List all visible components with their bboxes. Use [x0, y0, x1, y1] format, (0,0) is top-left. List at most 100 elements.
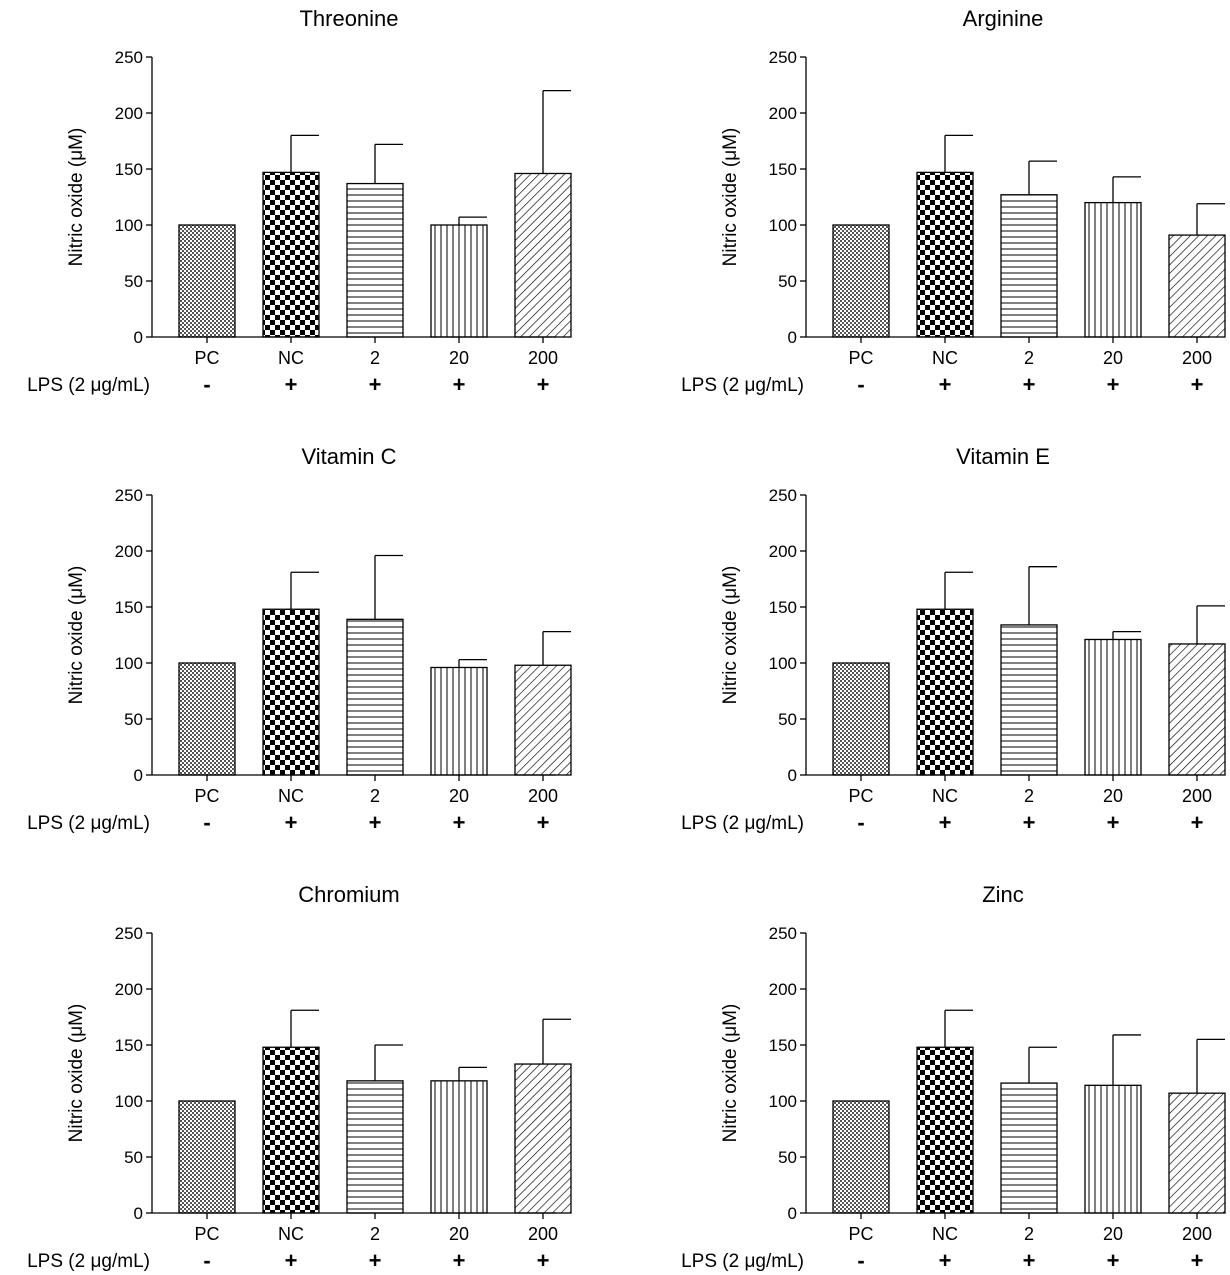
- y-tick-label: 250: [115, 48, 143, 67]
- y-tick-label: 250: [769, 486, 797, 505]
- y-tick-label: 200: [769, 542, 797, 561]
- chart-panels: Threonine050100150200250PC-NC+2+20+200+L…: [27, 6, 1226, 1273]
- bar-pc: [178, 1100, 236, 1214]
- bar-20: [1084, 201, 1142, 338]
- x-tick-label: PC: [194, 348, 219, 368]
- y-tick-label: 200: [769, 104, 797, 123]
- x-tick-label: 200: [528, 1224, 558, 1244]
- lps-label: LPS (2 μg/mL): [681, 375, 804, 396]
- lps-sign: +: [453, 1248, 466, 1273]
- y-tick-label: 150: [769, 1036, 797, 1055]
- y-tick-label: 200: [115, 104, 143, 123]
- lps-label: LPS (2 μg/mL): [27, 1251, 150, 1272]
- bar-2: [1000, 624, 1058, 776]
- bar-200: [1168, 1092, 1226, 1214]
- lps-sign: +: [453, 810, 466, 835]
- y-tick-label: 0: [788, 1204, 797, 1223]
- x-tick-label: 2: [370, 348, 380, 368]
- y-tick-label: 0: [788, 766, 797, 785]
- lps-sign: +: [537, 372, 550, 397]
- y-tick-label: 100: [769, 1092, 797, 1111]
- chart-title: Vitamin E: [956, 444, 1050, 469]
- y-tick-label: 250: [769, 48, 797, 67]
- y-tick-label: 0: [134, 1204, 143, 1223]
- y-tick-label: 150: [115, 160, 143, 179]
- y-tick-label: 100: [115, 216, 143, 235]
- lps-sign: +: [285, 810, 298, 835]
- bar-2: [346, 618, 404, 776]
- x-tick-label: 200: [528, 348, 558, 368]
- chart-title: Arginine: [963, 6, 1044, 31]
- y-tick-label: 150: [769, 598, 797, 617]
- x-tick-label: 200: [528, 786, 558, 806]
- bar-pc: [178, 224, 236, 338]
- y-axis-label: Nitric oxide (μM): [66, 1004, 87, 1143]
- x-tick-label: 20: [1103, 786, 1123, 806]
- x-tick-label: PC: [848, 1224, 873, 1244]
- bar-200: [514, 664, 572, 776]
- y-tick-label: 100: [115, 654, 143, 673]
- y-tick-label: 50: [124, 1148, 143, 1167]
- bar-20: [430, 224, 488, 338]
- lps-label: LPS (2 μg/mL): [27, 375, 150, 396]
- x-tick-label: NC: [278, 1224, 304, 1244]
- y-tick-label: 250: [769, 924, 797, 943]
- lps-sign: +: [1191, 1248, 1204, 1273]
- lps-sign: -: [203, 372, 210, 397]
- lps-sign: +: [537, 810, 550, 835]
- bar-nc: [916, 608, 974, 776]
- x-tick-label: 200: [1182, 1224, 1212, 1244]
- y-axis-label: Nitric oxide (μM): [66, 128, 87, 267]
- bar-200: [514, 1063, 572, 1214]
- y-tick-label: 50: [124, 710, 143, 729]
- chart-chromium: Chromium 0 50 100 150 200 250 PC - NC +2 +20 +200 + LP…: [27, 882, 572, 1273]
- y-tick-label: 0: [134, 766, 143, 785]
- bar-200: [514, 172, 572, 338]
- x-tick-label: 2: [1024, 1224, 1034, 1244]
- lps-sign: -: [857, 810, 864, 835]
- y-tick-label: 200: [115, 980, 143, 999]
- bar-200: [1168, 234, 1226, 338]
- y-tick-label: 0: [134, 328, 143, 347]
- y-tick-label: 150: [115, 1036, 143, 1055]
- lps-sign: -: [203, 1248, 210, 1273]
- y-tick-label: 50: [778, 1148, 797, 1167]
- bar-nc: [916, 171, 974, 338]
- lps-sign: -: [857, 1248, 864, 1273]
- lps-sign: +: [1107, 1248, 1120, 1273]
- bar-pc: [178, 662, 236, 776]
- chart-title: Chromium: [298, 882, 399, 907]
- x-tick-label: NC: [278, 786, 304, 806]
- bar-nc: [262, 1046, 320, 1214]
- x-tick-label: PC: [194, 1224, 219, 1244]
- x-tick-label: 20: [449, 348, 469, 368]
- y-tick-label: 50: [778, 710, 797, 729]
- chart-threonine: Threonine 0 50 100 150 200 250 PC - NC +2 +20 +200 + L…: [27, 6, 572, 397]
- x-tick-label: PC: [848, 786, 873, 806]
- lps-sign: +: [369, 1248, 382, 1273]
- lps-sign: +: [1023, 372, 1036, 397]
- y-tick-label: 50: [778, 272, 797, 291]
- y-axis-label: Nitric oxide (μM): [720, 128, 741, 267]
- bar-2: [346, 1080, 404, 1214]
- lps-sign: +: [1107, 372, 1120, 397]
- x-tick-label: NC: [278, 348, 304, 368]
- bar-pc: [832, 1100, 890, 1214]
- bar-20: [1084, 638, 1142, 776]
- y-tick-label: 150: [115, 598, 143, 617]
- bar-20: [430, 666, 488, 776]
- lps-label: LPS (2 μg/mL): [681, 1251, 804, 1272]
- x-tick-label: 2: [1024, 348, 1034, 368]
- x-tick-label: PC: [194, 786, 219, 806]
- x-tick-label: 2: [370, 1224, 380, 1244]
- y-tick-label: 50: [124, 272, 143, 291]
- bar-20: [1084, 1084, 1142, 1214]
- y-tick-label: 150: [769, 160, 797, 179]
- x-tick-label: 20: [449, 1224, 469, 1244]
- lps-sign: +: [1023, 1248, 1036, 1273]
- bar-pc: [832, 224, 890, 338]
- chart-title: Zinc: [982, 882, 1024, 907]
- x-tick-label: 20: [1103, 1224, 1123, 1244]
- y-tick-label: 200: [115, 542, 143, 561]
